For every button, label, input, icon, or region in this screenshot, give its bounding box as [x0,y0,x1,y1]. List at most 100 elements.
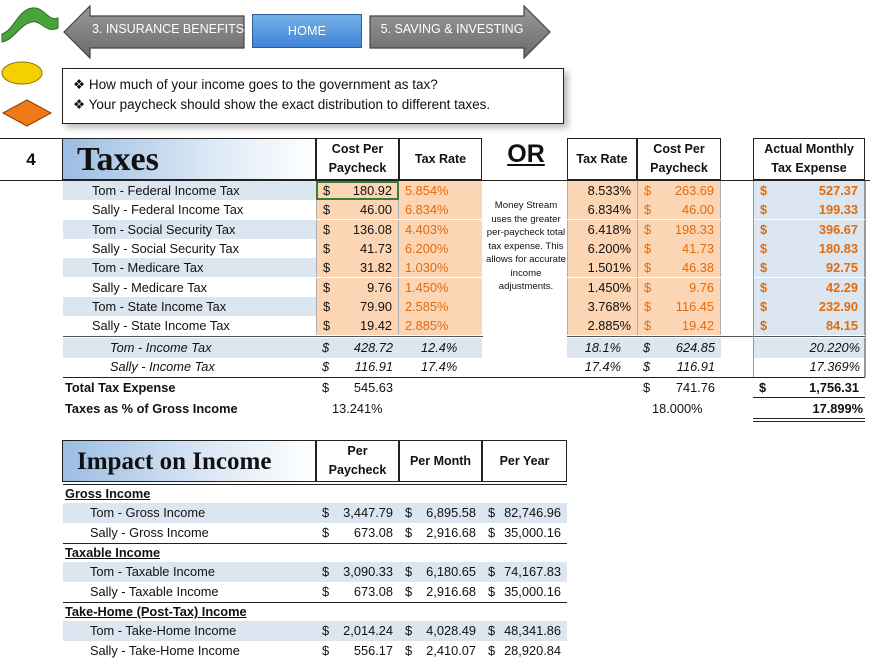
tax-row-monthly-value: 84.15 [825,318,858,333]
impact-paycheck: $673.08 [316,523,399,543]
tax-row-rate: 6.200% [399,239,482,258]
currency-sign: $ [644,222,652,237]
method-note: Money Stream uses the greater per-payche… [486,200,566,292]
currency-sign: $ [322,380,330,395]
tax-row-rate: 5.854% [399,181,482,200]
tax-row-label: Tom - Social Security Tax [63,220,316,239]
col-cost-per-paycheck-2: Cost Per Paycheck [637,138,721,180]
subtotal-rate: 12.4% [399,338,482,358]
impact-title: Impact on Income [62,440,316,482]
divider [63,336,483,337]
tax-row-monthly: $199.33 [753,200,865,219]
subtotal-cost-2-value: 116.91 [676,359,715,374]
impact-paycheck-value: 2,014.24 [343,623,393,638]
impact-group-heading: Gross Income [65,486,151,501]
impact-paycheck-value: 673.08 [353,584,393,599]
nav-prev-label: 3. INSURANCE BENEFITS [91,22,245,36]
currency-sign: $ [323,183,331,198]
impact-paycheck-value: 3,090.33 [343,564,393,579]
impact-month-value: 6,180.65 [426,564,476,579]
currency-sign: $ [760,222,768,237]
tax-row-monthly-value: 396.67 [818,222,858,237]
tax-row-monthly: $42.29 [753,278,865,297]
decorative-shapes [1,7,59,127]
tax-row-label: Tom - Federal Income Tax [63,181,316,200]
col-cost-per-paycheck: Cost Per Paycheck [316,138,399,180]
impact-year: $28,920.84 [482,641,567,661]
impact-row-label: Sally - Taxable Income [90,584,219,599]
total-cost-2-value: 741.76 [675,380,715,395]
tax-row-label: Sally - Federal Income Tax [92,202,244,217]
tax-row-cost-value: 46.00 [359,202,392,217]
tax-row-rate-2: 6.200% [567,239,637,258]
tax-row-cost-2-value: 19.42 [681,318,714,333]
tax-row-rate: 2.585% [399,297,482,316]
impact-row-label: Tom - Taxable Income [63,562,567,582]
subtotal-label: Tom - Income Tax [63,338,316,358]
tax-row-monthly-value: 527.37 [818,183,858,198]
tax-row-cost-2: $19.42 [637,316,721,335]
tax-row-cost-2-value: 9.76 [689,280,714,295]
impact-year: $35,000.16 [482,582,567,602]
tax-row-rate: 2.885% [399,316,482,335]
tax-row-cost-2: $116.45 [637,297,721,316]
divider [753,421,865,422]
col-tax-rate: Tax Rate [399,138,482,180]
currency-sign: $ [405,505,413,520]
subtotal-monthly: 20.220% [753,338,865,358]
impact-row-label: Tom - Take-Home Income [63,621,567,641]
currency-sign: $ [760,299,768,314]
currency-sign: $ [644,241,652,256]
currency-sign: $ [488,623,496,638]
impact-month: $2,410.07 [399,641,482,661]
currency-sign: $ [405,584,413,599]
impact-month-value: 4,028.49 [426,623,476,638]
currency-sign: $ [643,340,651,355]
tax-row-label: Tom - State Income Tax [63,297,316,316]
total-label: Total Tax Expense [65,380,176,395]
tax-row-cost: $79.90 [316,297,399,316]
home-button[interactable]: HOME [252,14,362,48]
currency-sign: $ [644,318,652,333]
currency-sign: $ [488,525,496,540]
col-per-paycheck: Per Paycheck [316,440,399,482]
impact-group-heading: Take-Home (Post-Tax) Income [65,604,247,619]
currency-sign: $ [322,525,330,540]
impact-paycheck: $3,447.79 [316,503,399,523]
section-number: 4 [0,138,62,181]
tax-row-cost: $136.08 [316,220,399,239]
pct-label: Taxes as % of Gross Income [65,401,238,416]
currency-sign: $ [644,299,652,314]
tax-row-monthly-value: 199.33 [818,202,858,217]
pct-2: 18.000% [652,401,703,416]
currency-sign: $ [322,623,330,638]
subtotal-cost-2: $624.85 [637,338,721,358]
total-cost-value: 545.63 [353,380,393,395]
currency-sign: $ [405,623,413,638]
currency-sign: $ [759,380,767,395]
impact-month: $4,028.49 [399,621,482,641]
impact-year: $48,341.86 [482,621,567,641]
tax-row-label: Sally - State Income Tax [92,318,230,333]
tax-row-cost-2-value: 263.69 [674,183,714,198]
divider [63,377,865,378]
question-2: ❖ Your paycheck should show the exact di… [73,97,491,112]
currency-sign: $ [322,359,330,374]
impact-row-label: Sally - Take-Home Income [90,643,240,658]
col-per-year: Per Year [482,440,567,482]
tax-row-cost-2: $198.33 [637,220,721,239]
nav-next-button[interactable] [368,2,553,62]
tax-row-cost-value: 9.76 [367,280,392,295]
col-per-month: Per Month [399,440,482,482]
currency-sign: $ [323,299,331,314]
total-monthly: $1,756.31 [753,378,865,397]
currency-sign: $ [760,202,768,217]
currency-sign: $ [488,564,496,579]
tax-row-monthly-value: 180.83 [818,241,858,256]
currency-sign: $ [760,280,768,295]
divider [865,181,866,377]
nav-prev-button[interactable] [62,2,252,62]
impact-month-value: 6,895.58 [426,505,476,520]
tax-row-cost-2: $46.38 [637,258,721,277]
subtotal-label: Sally - Income Tax [110,359,215,374]
